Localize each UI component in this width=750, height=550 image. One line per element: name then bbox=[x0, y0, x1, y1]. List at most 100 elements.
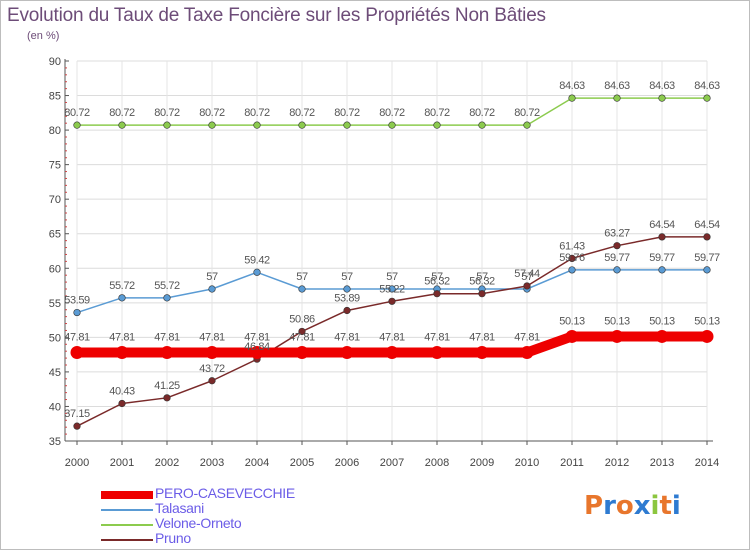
data-point[interactable] bbox=[298, 327, 306, 336]
data-label: 57 bbox=[521, 271, 533, 283]
y-tick-label: 90 bbox=[49, 56, 61, 68]
data-label: 84.63 bbox=[694, 80, 720, 92]
data-point[interactable] bbox=[163, 121, 171, 129]
data-point[interactable] bbox=[160, 345, 174, 359]
data-label: 57.44 bbox=[514, 268, 540, 280]
axes bbox=[64, 59, 713, 445]
data-point[interactable] bbox=[388, 297, 396, 305]
data-point[interactable] bbox=[208, 285, 216, 293]
y-axis-unit: (en %) bbox=[27, 30, 60, 42]
data-point[interactable] bbox=[655, 329, 669, 343]
data-label: 47.81 bbox=[379, 331, 405, 343]
data-point[interactable] bbox=[568, 254, 576, 262]
data-label: 57 bbox=[476, 271, 488, 283]
x-tick-label: 2011 bbox=[560, 457, 584, 469]
data-point[interactable] bbox=[700, 329, 714, 343]
data-point[interactable] bbox=[568, 94, 576, 102]
data-point[interactable] bbox=[658, 233, 666, 241]
data-point[interactable] bbox=[703, 266, 711, 274]
data-label: 84.63 bbox=[649, 80, 675, 92]
data-label: 47.81 bbox=[244, 331, 270, 343]
data-point[interactable] bbox=[343, 306, 351, 315]
data-point[interactable] bbox=[433, 290, 441, 298]
data-point[interactable] bbox=[253, 268, 261, 276]
data-label: 37.15 bbox=[64, 408, 90, 420]
data-point[interactable] bbox=[208, 121, 216, 129]
data-label: 56.32 bbox=[424, 276, 450, 288]
data-point[interactable] bbox=[298, 285, 306, 293]
data-point[interactable] bbox=[70, 345, 84, 359]
data-label: 64.54 bbox=[649, 219, 675, 231]
data-label: 80.72 bbox=[424, 107, 450, 119]
data-label: 80.72 bbox=[109, 107, 135, 119]
data-point[interactable] bbox=[388, 121, 396, 129]
data-point[interactable] bbox=[73, 308, 81, 317]
data-label: 80.72 bbox=[199, 107, 225, 119]
legend-label: PERO-CASEVECCHIE bbox=[155, 485, 295, 501]
data-point[interactable] bbox=[295, 345, 309, 359]
data-point[interactable] bbox=[478, 121, 486, 129]
data-point[interactable] bbox=[520, 345, 534, 359]
data-point[interactable] bbox=[658, 94, 666, 102]
data-point[interactable] bbox=[253, 121, 261, 129]
data-point[interactable] bbox=[205, 345, 219, 359]
data-label: 57 bbox=[341, 271, 353, 283]
data-point[interactable] bbox=[610, 329, 624, 343]
data-point[interactable] bbox=[433, 121, 441, 129]
data-label: 55.22 bbox=[379, 283, 405, 295]
y-tick-label: 60 bbox=[49, 263, 61, 275]
legend-swatch bbox=[101, 491, 153, 499]
y-tick-label: 85 bbox=[49, 91, 61, 103]
x-axis-ticks: 2000 2001 2002 2003 2004 2005 2006 2007 2008 2009… bbox=[65, 457, 719, 469]
data-point[interactable] bbox=[430, 345, 444, 359]
data-point[interactable] bbox=[250, 345, 264, 359]
data-point[interactable] bbox=[478, 290, 486, 298]
x-tick-label: 2014 bbox=[695, 457, 719, 469]
x-tick-label: 2007 bbox=[380, 457, 404, 469]
data-label: 47.81 bbox=[469, 331, 495, 343]
data-point[interactable] bbox=[115, 345, 129, 359]
data-point[interactable] bbox=[703, 94, 711, 102]
data-point[interactable] bbox=[163, 294, 171, 302]
data-point[interactable] bbox=[475, 345, 489, 359]
data-point[interactable] bbox=[523, 121, 531, 129]
data-label: 84.63 bbox=[604, 80, 630, 92]
data-point[interactable] bbox=[118, 294, 126, 302]
x-tick-label: 2006 bbox=[335, 457, 359, 469]
data-point[interactable] bbox=[73, 121, 81, 129]
x-tick-label: 2009 bbox=[470, 457, 494, 469]
data-label: 80.72 bbox=[154, 107, 180, 119]
data-point[interactable] bbox=[298, 121, 306, 129]
data-label: 64.54 bbox=[694, 219, 720, 231]
data-label: 80.72 bbox=[514, 107, 540, 119]
data-label: 46.84 bbox=[244, 341, 270, 353]
data-point[interactable] bbox=[118, 399, 126, 408]
legend-swatch bbox=[101, 539, 153, 541]
x-tick-label: 2002 bbox=[155, 457, 179, 469]
data-point[interactable] bbox=[385, 345, 399, 359]
data-point[interactable] bbox=[388, 285, 396, 293]
data-point[interactable] bbox=[73, 422, 81, 430]
y-tick-label: 55 bbox=[49, 298, 61, 310]
data-point[interactable] bbox=[565, 329, 579, 343]
data-point[interactable] bbox=[208, 377, 216, 385]
legend-swatch bbox=[101, 509, 153, 511]
data-label: 61.43 bbox=[559, 240, 585, 252]
data-label: 80.72 bbox=[469, 107, 495, 119]
data-label: 53.59 bbox=[64, 295, 90, 307]
data-label: 53.89 bbox=[334, 292, 360, 304]
data-point[interactable] bbox=[613, 242, 621, 250]
data-point[interactable] bbox=[118, 121, 126, 129]
data-point[interactable] bbox=[340, 345, 354, 359]
data-point[interactable] bbox=[343, 285, 351, 293]
data-point[interactable] bbox=[163, 394, 171, 402]
data-point[interactable] bbox=[568, 266, 576, 274]
data-point[interactable] bbox=[703, 233, 711, 241]
y-tick-label: 75 bbox=[49, 160, 61, 172]
data-point[interactable] bbox=[658, 266, 666, 274]
data-point[interactable] bbox=[523, 282, 531, 290]
data-point[interactable] bbox=[613, 266, 621, 274]
data-point[interactable] bbox=[613, 94, 621, 102]
data-point[interactable] bbox=[343, 121, 351, 129]
